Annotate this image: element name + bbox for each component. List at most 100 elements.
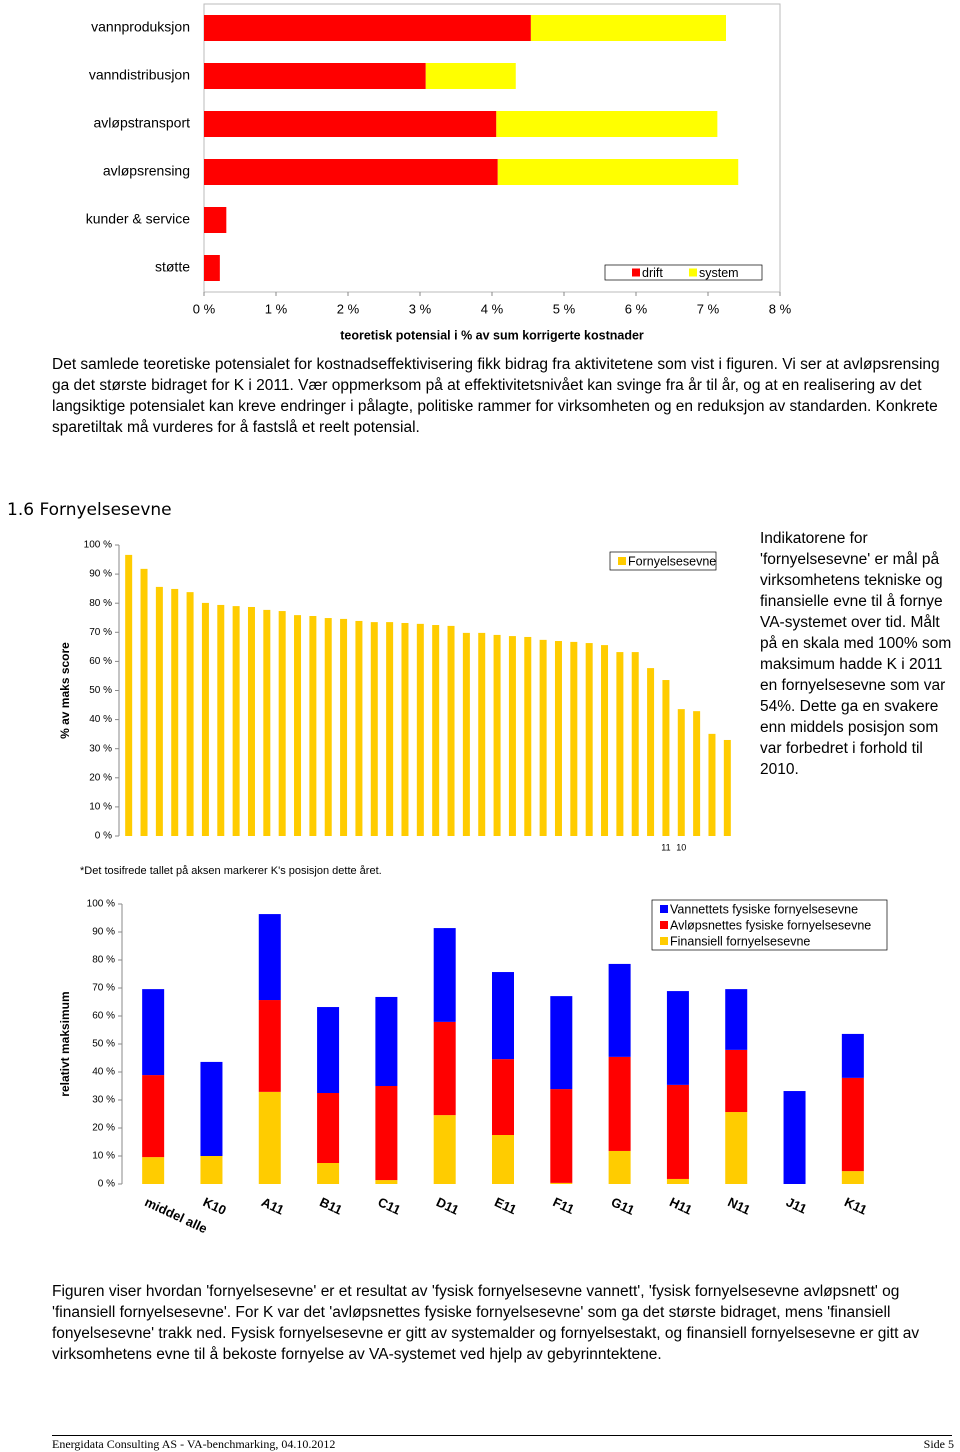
bar-segment: [666, 991, 689, 1085]
bar: [186, 592, 194, 836]
y-tick-label: 10 %: [89, 802, 112, 813]
bar: [217, 604, 225, 836]
bar: [140, 568, 148, 836]
legend-box: [651, 899, 888, 951]
bar-segment: [550, 1182, 573, 1184]
x-tick-label: K10: [201, 1194, 229, 1218]
bar-segment: [204, 15, 531, 41]
x-tick-label: 3 %: [409, 301, 432, 316]
bar-segment: [725, 1049, 748, 1113]
bar: [370, 622, 378, 836]
x-tick-label: K11: [842, 1194, 869, 1217]
category-label: vannproduksjon: [91, 19, 190, 35]
bar: [478, 632, 486, 836]
x-tick-label: 2 %: [337, 301, 360, 316]
x-tick-label: 6 %: [625, 301, 648, 316]
bar: [278, 611, 286, 836]
y-tick-label: 0 %: [98, 1179, 115, 1190]
bar: [493, 634, 501, 836]
bar-segment: [530, 15, 726, 41]
bar-segment: [608, 963, 631, 1057]
bar: [585, 643, 593, 836]
x-axis-label: teoretisk potensial i % av sum korrigert…: [340, 328, 644, 342]
bar-segment: [433, 1021, 456, 1116]
bar-segment: [608, 1056, 631, 1151]
bar-segment: [142, 989, 165, 1076]
bar-segment: [492, 1135, 514, 1184]
bar: [247, 606, 255, 836]
footer-rule: [52, 1435, 952, 1436]
bar: [432, 625, 440, 836]
category-label: vanndistribusjon: [89, 67, 190, 83]
legend-label: Avløpsnettes fysiske fornyelsesevne: [670, 918, 871, 932]
bar-segment: [375, 996, 398, 1086]
y-tick-label: 0 %: [95, 831, 112, 842]
x-tick-label: 1 %: [265, 301, 288, 316]
bar-segment: [841, 1171, 864, 1184]
bar: [616, 652, 624, 836]
bar: [662, 680, 670, 836]
y-tick-label: 60 %: [89, 656, 112, 667]
bar-segment: [204, 63, 426, 89]
x-tick-label: 5 %: [553, 301, 576, 316]
legend-box: [609, 551, 717, 571]
y-tick-label: 80 %: [89, 598, 112, 609]
bar-segment: [317, 1163, 340, 1184]
bar: [723, 739, 731, 836]
x-tick-label: G11: [609, 1194, 637, 1218]
y-tick-label: 50 %: [89, 685, 112, 696]
legend-swatch: [618, 557, 626, 565]
x-tick-label: F11: [551, 1194, 577, 1217]
x-tick-label: 4 %: [481, 301, 504, 316]
bar-segment: [375, 1086, 398, 1181]
y-tick-label: 70 %: [92, 983, 115, 994]
legend-label: Vannettets fysiske fornyelsesevne: [670, 902, 858, 916]
x-tick-label: 0 %: [193, 301, 216, 316]
bar: [601, 645, 609, 836]
legend-swatch: [660, 905, 668, 913]
plot-frame: [203, 3, 781, 293]
category-label: kunder & service: [86, 211, 190, 227]
y-tick-label: 100 %: [84, 540, 112, 551]
bar-segment: [725, 1112, 748, 1184]
paragraph: Figuren viser hvordan 'fornyelsesevne' e…: [52, 1283, 920, 1363]
bar-segment: [433, 1115, 456, 1184]
bar-segment: [258, 1091, 281, 1184]
y-tick-label: 100 %: [87, 899, 115, 910]
y-tick-label: 80 %: [92, 955, 115, 966]
legend-swatch: [632, 268, 640, 277]
y-tick-label: 70 %: [89, 627, 112, 638]
x-tick-label: 10: [676, 842, 686, 852]
bar-segment: [200, 1156, 223, 1184]
bar-segment: [666, 1178, 689, 1184]
bar-segment: [497, 159, 739, 185]
bar: [524, 636, 532, 836]
side-text: Indikatorene for 'fornyelsesevne' er mål…: [760, 530, 952, 778]
section-heading: 1.6 Fornyelsesevne: [7, 500, 172, 520]
y-tick-label: 10 %: [92, 1151, 115, 1162]
bar: [554, 641, 562, 836]
bar: [232, 606, 240, 836]
bar: [340, 618, 348, 836]
category-label: avløpstransport: [94, 115, 191, 131]
bar: [171, 588, 179, 836]
bar: [677, 709, 685, 836]
bar: [570, 641, 578, 836]
bar: [631, 652, 639, 836]
y-tick-label: 50 %: [92, 1039, 115, 1050]
y-axis-label: % av maks score: [58, 642, 72, 739]
bar: [263, 609, 271, 836]
bar-segment: [425, 63, 516, 89]
x-tick-label: 11: [661, 842, 670, 852]
legend-label: system: [699, 266, 739, 280]
category-label: støtte: [155, 259, 190, 275]
bar: [125, 554, 133, 836]
y-tick-label: 40 %: [89, 714, 112, 725]
bar-segment: [433, 928, 456, 1022]
footer-right: Side 5: [923, 1437, 954, 1451]
legend-box: [604, 264, 763, 281]
bar-segment: [492, 972, 514, 1060]
bar-segment: [841, 1033, 864, 1078]
legend-swatch: [689, 268, 697, 277]
